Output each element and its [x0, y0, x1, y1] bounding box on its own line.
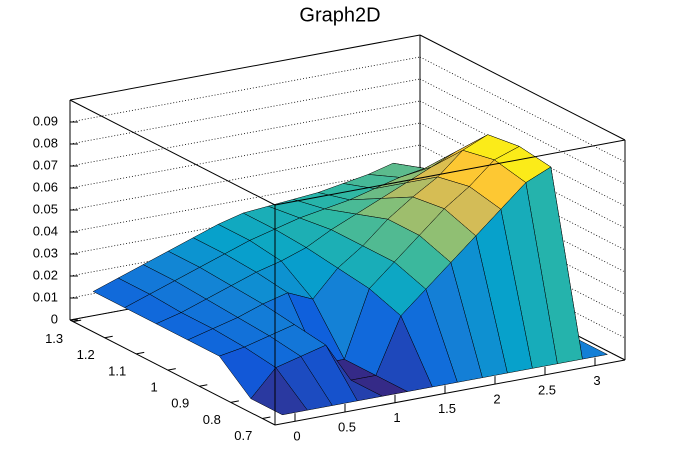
box-edge — [274, 359, 626, 426]
box-edge — [69, 34, 421, 101]
x-tick-label: 1 — [393, 410, 400, 425]
grid-line — [69, 122, 421, 189]
grid-line — [69, 100, 421, 167]
grid-line — [69, 78, 421, 145]
tick-mark — [136, 351, 145, 355]
y-tick-label: 0.8 — [203, 412, 221, 427]
z-tick-label: 0.02 — [33, 267, 58, 282]
z-tick-label: 0.07 — [33, 157, 58, 172]
x-tick-label: 2.5 — [538, 382, 556, 397]
z-tick-label: 0.04 — [33, 223, 58, 238]
box-edge — [274, 139, 626, 206]
z-tick-label: 0.08 — [33, 135, 58, 150]
y-tick-label: 0.7 — [234, 428, 252, 443]
tick-mark — [230, 400, 239, 403]
z-tick-label: 0 — [51, 311, 58, 326]
box-edge — [69, 99, 276, 206]
tick-mark — [199, 384, 208, 387]
box-edge — [69, 319, 276, 426]
tick-mark — [104, 335, 113, 339]
grid-line — [69, 166, 421, 233]
y-tick-label: 1.1 — [108, 363, 126, 378]
tick-mark — [73, 319, 82, 323]
tick-mark — [167, 368, 176, 371]
y-tick-label: 0.9 — [171, 396, 189, 411]
z-tick-label: 0.03 — [33, 245, 58, 260]
surface-cell — [250, 367, 308, 416]
z-tick-label: 0.09 — [33, 113, 58, 128]
z-tick-label: 0.01 — [33, 289, 58, 304]
y-tick-label: 1 — [151, 380, 158, 395]
grid-line — [69, 144, 421, 211]
box-edge — [419, 34, 626, 141]
x-tick-label: 2 — [493, 392, 500, 407]
grid-line — [69, 56, 421, 123]
z-tick-label: 0.06 — [33, 179, 58, 194]
x-tick-label: 0.5 — [338, 419, 356, 434]
x-tick-label: 0 — [293, 429, 300, 444]
z-tick-label: 0.05 — [33, 201, 58, 216]
tick-mark — [262, 416, 271, 420]
x-tick-label: 3 — [593, 373, 600, 388]
y-tick-label: 1.3 — [45, 331, 63, 346]
chart-title: Graph2D — [299, 4, 380, 26]
x-tick-label: 1.5 — [438, 401, 456, 416]
y-tick-label: 1.2 — [77, 347, 95, 362]
